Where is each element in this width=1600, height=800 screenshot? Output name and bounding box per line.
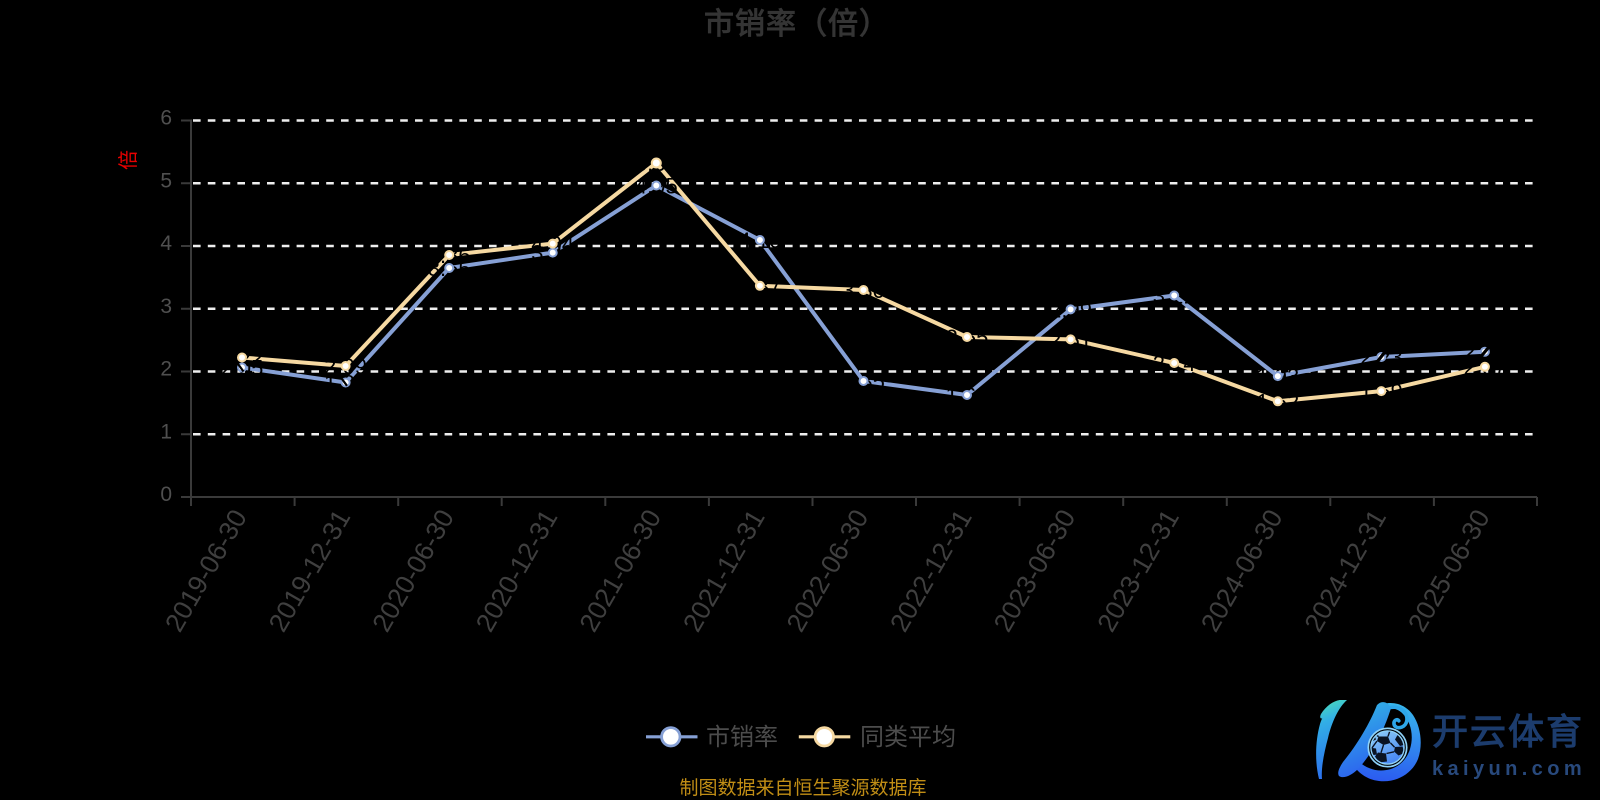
svg-text:制图数据来自恒生聚源数据库: 制图数据来自恒生聚源数据库 xyxy=(679,777,926,799)
svg-text:3: 3 xyxy=(160,295,172,318)
svg-text:1: 1 xyxy=(160,420,172,443)
svg-text:5: 5 xyxy=(160,169,172,192)
svg-text:市销率: 市销率 xyxy=(706,724,778,751)
svg-text:倍: 倍 xyxy=(117,150,140,170)
svg-text:4: 4 xyxy=(160,232,172,255)
svg-text:6: 6 xyxy=(160,107,172,130)
svg-text:0: 0 xyxy=(160,483,172,506)
svg-text:同类平均: 同类平均 xyxy=(860,724,956,751)
svg-text:开云体育: 开云体育 xyxy=(1432,711,1584,752)
svg-text:2: 2 xyxy=(160,358,172,381)
svg-text:kaiyun.com: kaiyun.com xyxy=(1432,758,1586,780)
svg-text:市销率（倍）: 市销率（倍） xyxy=(704,7,890,41)
